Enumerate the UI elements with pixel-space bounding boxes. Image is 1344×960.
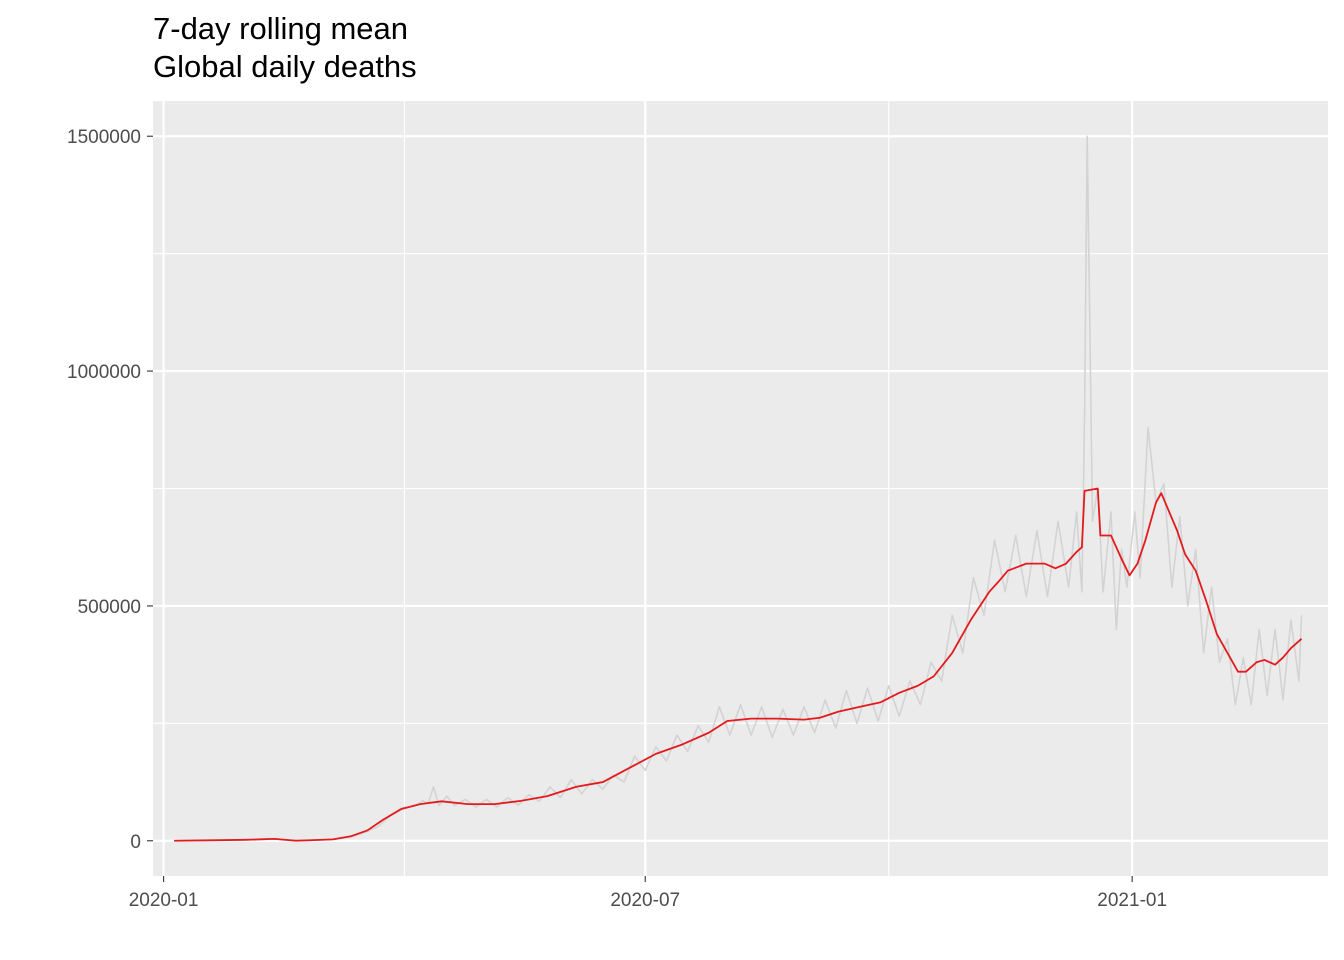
x-tick-label: 2020-01 — [129, 890, 199, 911]
title-line: 7-day rolling mean — [153, 11, 409, 46]
chart-title: 7-day rolling mean Global daily deaths — [153, 10, 417, 86]
rolling-mean-line — [174, 487, 1303, 842]
y-tick-label: 1000000 — [67, 362, 141, 383]
y-tick-label: 500000 — [78, 597, 141, 618]
x-tick-label: 2021-01 — [1097, 890, 1167, 911]
subtitle-line: Global daily deaths — [153, 49, 417, 84]
y-tick-label: 1500000 — [67, 127, 141, 148]
y-tick-label: 0 — [130, 832, 141, 853]
x-tick-label: 2020-07 — [610, 890, 680, 911]
